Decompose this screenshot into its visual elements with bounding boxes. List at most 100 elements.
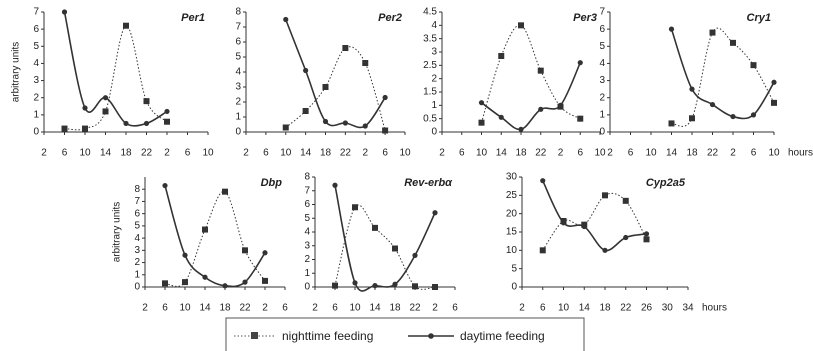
data-point — [222, 188, 228, 195]
y-tick-label: 15 — [506, 227, 518, 238]
panel-title: Per2 — [378, 12, 402, 24]
series-line — [481, 62, 581, 131]
series-line — [164, 185, 266, 288]
y-tick-label: 0 — [134, 282, 140, 293]
data-point — [709, 29, 716, 36]
y-tick-label: 8 — [304, 172, 310, 183]
y-tick-label: 0.5 — [423, 113, 437, 124]
data-point — [123, 22, 129, 29]
legend-marker — [428, 333, 434, 339]
y-tick-label: 7 — [134, 196, 140, 207]
y-tick-label: 4.5 — [423, 7, 437, 18]
y-tick-label: 7 — [33, 7, 39, 18]
x-tick-label: 18 — [320, 148, 332, 159]
data-point — [123, 120, 129, 127]
x-tick-label: 10 — [349, 303, 361, 314]
panel-title: Cyp2a5 — [646, 177, 686, 189]
series-line — [671, 27, 775, 127]
y-tick-label: 5 — [511, 263, 517, 274]
x-tick-label: 10 — [179, 303, 191, 314]
y-tick-label: 3 — [304, 240, 310, 251]
y-axis-label: arbitrary units — [11, 42, 22, 103]
y-tick-label: 6 — [235, 37, 241, 48]
data-point — [539, 247, 546, 254]
x-tick-label: 10 — [476, 148, 488, 159]
data-point — [362, 123, 368, 129]
x-axis-label: hours — [788, 148, 813, 159]
x-tick-label: 6 — [540, 303, 546, 314]
y-tick-label: 3 — [599, 75, 605, 86]
x-tick-label: 14 — [666, 148, 678, 159]
data-point — [622, 197, 629, 204]
y-tick-label: 3.5 — [423, 33, 437, 44]
data-point — [282, 124, 289, 131]
x-tick-label: 10 — [202, 148, 214, 159]
x-tick-label: 6 — [628, 148, 634, 159]
x-tick-label: 26 — [641, 303, 653, 314]
data-point — [332, 182, 338, 188]
data-point — [352, 280, 358, 286]
data-point — [709, 101, 716, 108]
x-tick-label: 22 — [409, 303, 421, 314]
data-point — [102, 95, 109, 101]
y-tick-label: 2 — [304, 254, 310, 265]
data-point — [498, 53, 505, 59]
y-tick-label: 10 — [506, 245, 518, 256]
data-point — [262, 250, 268, 256]
y-tick-label: 2 — [134, 257, 140, 268]
y-tick-label: 0 — [431, 127, 437, 138]
x-tick-label: 6 — [162, 303, 168, 314]
x-tick-label: 22 — [620, 303, 632, 314]
data-point — [322, 118, 329, 125]
panel-title: Per1 — [181, 12, 205, 24]
data-point — [750, 112, 757, 118]
panel-title: Rev-erbα — [404, 177, 453, 189]
x-tick-label: 18 — [599, 303, 611, 314]
y-tick-label: 20 — [506, 208, 518, 219]
panel-title: Dbp — [261, 177, 283, 189]
data-point — [518, 126, 524, 132]
y-tick-label: 0 — [511, 282, 517, 293]
x-tick-label: 18 — [515, 148, 527, 159]
y-tick-label: 5 — [599, 41, 605, 52]
y-tick-label: 5 — [33, 41, 39, 52]
data-point — [557, 102, 564, 108]
x-tick-label: 2 — [558, 148, 564, 159]
data-point — [242, 279, 248, 285]
y-tick-label: 2 — [599, 92, 605, 103]
x-tick-label: 10 — [280, 148, 292, 159]
series-line — [285, 19, 386, 129]
x-tick-label: 6 — [459, 148, 465, 159]
y-tick-label: 4 — [33, 58, 39, 69]
x-tick-label: 22 — [141, 148, 153, 159]
y-tick-label: 7 — [235, 22, 241, 33]
data-point — [61, 125, 68, 132]
x-tick-label: 30 — [662, 303, 674, 314]
legend-label: nighttime feeding — [282, 329, 373, 343]
y-tick-label: 0 — [235, 127, 241, 138]
x-tick-label: 14 — [369, 303, 381, 314]
legend-label: daytime feeding — [460, 329, 545, 343]
x-tick-label: 6 — [62, 148, 68, 159]
data-point — [302, 108, 309, 114]
data-point — [82, 105, 88, 111]
data-point — [352, 204, 358, 211]
y-tick-label: 8 — [235, 7, 241, 18]
data-point — [362, 60, 369, 66]
data-point — [372, 283, 378, 289]
x-tick-label: 10 — [594, 148, 606, 159]
y-tick-label: 4 — [134, 233, 140, 244]
x-tick-label: 2 — [519, 303, 525, 314]
y-tick-label: 0 — [33, 127, 39, 138]
y-tick-label: 1.5 — [423, 87, 437, 98]
x-tick-label: 6 — [332, 303, 338, 314]
y-tick-label: 1 — [304, 268, 310, 279]
y-tick-label: 7 — [304, 185, 310, 196]
y-tick-label: 2 — [33, 92, 39, 103]
data-point — [643, 231, 650, 237]
x-tick-label: 22 — [707, 148, 719, 159]
data-point — [162, 182, 168, 189]
series-line — [285, 46, 386, 131]
